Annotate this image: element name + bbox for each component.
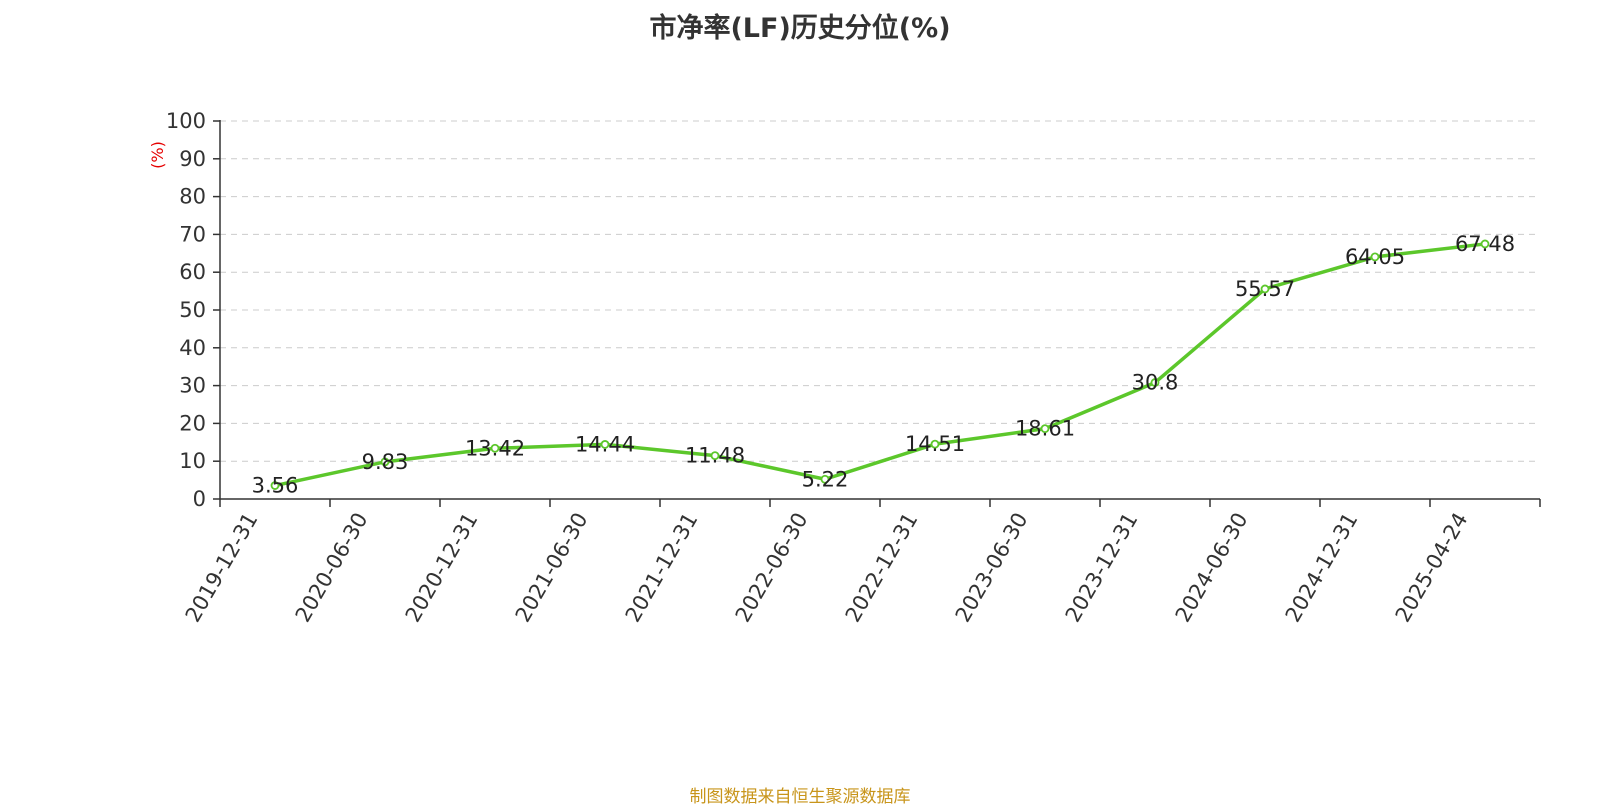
data-point xyxy=(380,457,390,467)
y-axis-label: (%) xyxy=(148,141,167,169)
data-point xyxy=(490,443,500,453)
data-label: 30.8 xyxy=(1132,371,1179,395)
x-tick-label: 2021-06-30 xyxy=(511,509,593,627)
data-point xyxy=(1480,239,1490,249)
data-point xyxy=(710,451,720,461)
x-tick-label: 2022-12-31 xyxy=(841,509,923,627)
data-label: 3.56 xyxy=(252,474,299,498)
x-tick-label: 2024-06-30 xyxy=(1171,509,1253,627)
data-point xyxy=(1150,378,1160,387)
x-tick-label: 2025-04-24 xyxy=(1391,509,1473,627)
y-tick-label: 40 xyxy=(179,336,206,360)
x-tick-label: 2020-06-30 xyxy=(291,509,373,627)
data-label: 14.51 xyxy=(905,432,965,456)
data-point xyxy=(600,440,610,449)
series-line xyxy=(273,242,1487,488)
line-chart: 0 10 20 30 40 50 60 70 80 90 100 (%) 2019-12-31 2020-… xyxy=(148,109,1541,627)
y-tick-label: 80 xyxy=(179,185,206,209)
x-tick-label: 2023-06-30 xyxy=(951,509,1033,627)
y-tick-label: 100 xyxy=(166,109,206,133)
data-point xyxy=(270,481,280,490)
data-label: 55.57 xyxy=(1235,277,1295,301)
y-tick-label: 30 xyxy=(179,374,206,398)
data-label: 64.05 xyxy=(1345,245,1405,269)
source-note: 制图数据来自恒生聚源数据库 xyxy=(689,787,911,807)
x-tick-label: 2020-12-31 xyxy=(401,509,483,627)
y-tick-label: 0 xyxy=(193,487,206,511)
x-tick-label: 2019-12-31 xyxy=(181,509,263,627)
y-tick-label: 60 xyxy=(179,260,206,284)
data-label: 5.22 xyxy=(802,467,849,491)
x-tick-label: 2024-12-31 xyxy=(1281,509,1363,627)
data-point xyxy=(820,474,830,484)
x-tick-label: 2022-06-30 xyxy=(731,509,813,627)
y-tick-label: 20 xyxy=(179,411,206,435)
y-tick-label: 10 xyxy=(179,449,206,473)
data-point xyxy=(1370,252,1380,262)
x-tick-label: 2023-12-31 xyxy=(1061,509,1143,627)
data-label: 67.48 xyxy=(1455,232,1515,256)
data-label: 11.48 xyxy=(685,444,745,468)
y-tick-label: 70 xyxy=(179,222,206,246)
chart-title: 市净率(LF)历史分位(%) xyxy=(649,13,951,44)
y-tick-label: 90 xyxy=(179,147,206,171)
data-label: 18.61 xyxy=(1015,417,1075,441)
data-point xyxy=(930,439,940,449)
data-label: 13.42 xyxy=(465,436,525,460)
data-point xyxy=(1260,284,1270,294)
data-label: 9.83 xyxy=(362,450,409,474)
y-tick-label: 50 xyxy=(179,298,206,322)
data-label: 14.44 xyxy=(575,432,635,456)
data-point xyxy=(1040,424,1050,434)
x-tick-label: 2021-12-31 xyxy=(621,509,703,627)
